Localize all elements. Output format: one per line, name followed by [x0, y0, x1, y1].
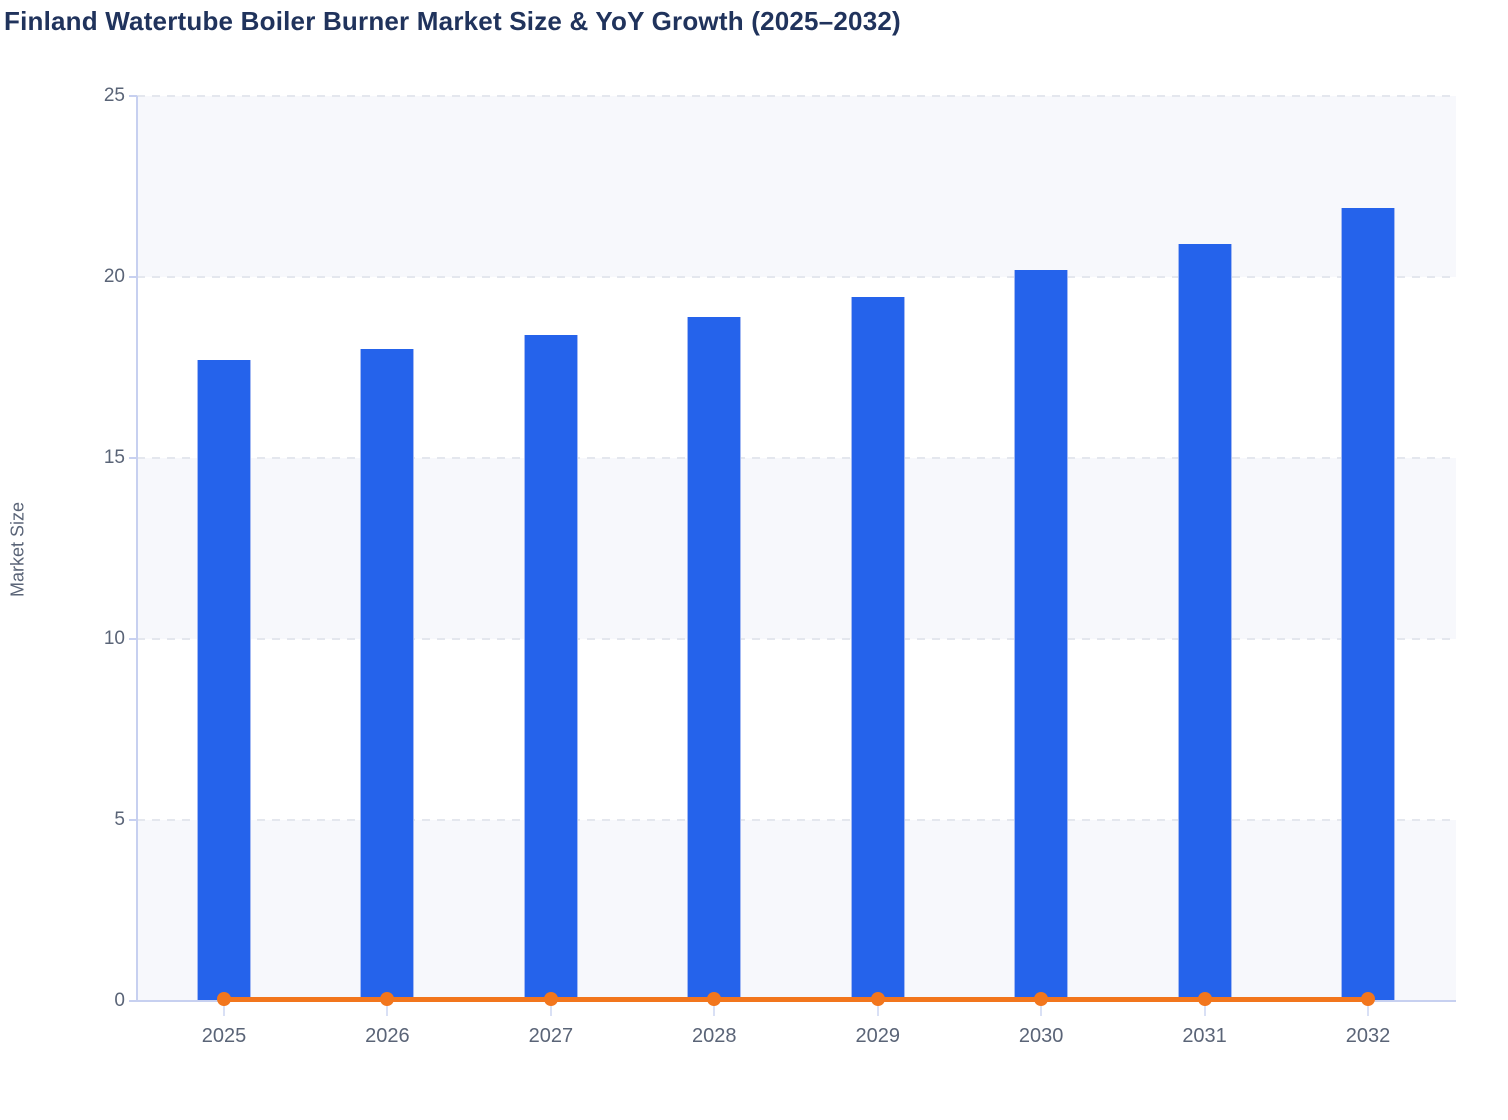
gridline-y-10	[137, 638, 1456, 640]
bar-2029[interactable]	[850, 296, 905, 1001]
gridline-y-20	[137, 276, 1456, 278]
y-axis-title: Market Size	[7, 501, 28, 598]
yoy-point-2025[interactable]	[217, 992, 231, 1007]
y-axis-tick	[129, 457, 137, 459]
yoy-point-2029[interactable]	[870, 992, 885, 1007]
bar-2025[interactable]	[197, 360, 251, 1001]
x-axis-tick	[386, 1002, 389, 1016]
yoy-point-2027[interactable]	[543, 992, 558, 1007]
x-axis-tick	[1367, 1002, 1369, 1016]
bar-2031[interactable]	[1177, 244, 1232, 1001]
plot-band	[137, 820, 1456, 1001]
x-tick-label: 2032	[1345, 1025, 1391, 1047]
yoy-point-2026[interactable]	[380, 992, 395, 1007]
y-axis-tick	[129, 638, 137, 640]
y-axis-tick	[129, 819, 137, 821]
x-axis-tick	[1203, 1002, 1206, 1016]
yoy-point-2032[interactable]	[1361, 992, 1375, 1007]
y-tick-label: 20	[103, 266, 125, 287]
gridline-y-25	[137, 95, 1456, 97]
y-tick-label: 5	[114, 809, 125, 830]
x-axis-tick	[876, 1002, 879, 1016]
y-axis-tick	[129, 95, 137, 97]
yoy-point-2030[interactable]	[1034, 992, 1049, 1007]
x-tick-label: 2025	[201, 1025, 247, 1047]
bar-2032[interactable]	[1341, 208, 1395, 1001]
y-axis-tick	[129, 1000, 137, 1002]
y-axis-line	[136, 96, 138, 1001]
yoy-point-2031[interactable]	[1197, 992, 1212, 1007]
plot-band	[137, 277, 1456, 458]
bar-2026[interactable]	[360, 349, 415, 1001]
y-tick-label: 15	[103, 447, 125, 468]
plot-band	[137, 96, 1456, 277]
bar-2028[interactable]	[687, 316, 742, 1001]
bar-2027[interactable]	[523, 334, 578, 1001]
bar-2030[interactable]	[1014, 269, 1069, 1001]
x-tick-label: 2029	[855, 1025, 900, 1047]
x-tick-label: 2028	[692, 1025, 737, 1047]
yoy-point-2028[interactable]	[707, 992, 722, 1007]
x-axis-tick	[549, 1002, 552, 1016]
chart-title: Finland Watertube Boiler Burner Market S…	[4, 6, 901, 36]
x-tick-label: 2030	[1018, 1025, 1064, 1047]
x-axis-tick	[223, 1002, 225, 1016]
y-axis-tick	[129, 276, 137, 278]
x-axis-tick	[713, 1002, 716, 1016]
x-tick-label: 2031	[1182, 1025, 1227, 1047]
plot-band	[137, 639, 1456, 820]
x-axis-tick	[1040, 1002, 1043, 1016]
y-tick-label: 0	[114, 990, 125, 1011]
plot-band	[137, 458, 1456, 639]
y-tick-label: 10	[103, 628, 125, 649]
gridline-y-5	[137, 819, 1456, 821]
x-tick-label: 2027	[528, 1025, 574, 1047]
gridline-y-15	[137, 457, 1456, 459]
yoy-growth-line[interactable]	[224, 996, 1368, 1002]
y-tick-label: 25	[103, 85, 125, 106]
x-tick-label: 2026	[365, 1025, 410, 1047]
